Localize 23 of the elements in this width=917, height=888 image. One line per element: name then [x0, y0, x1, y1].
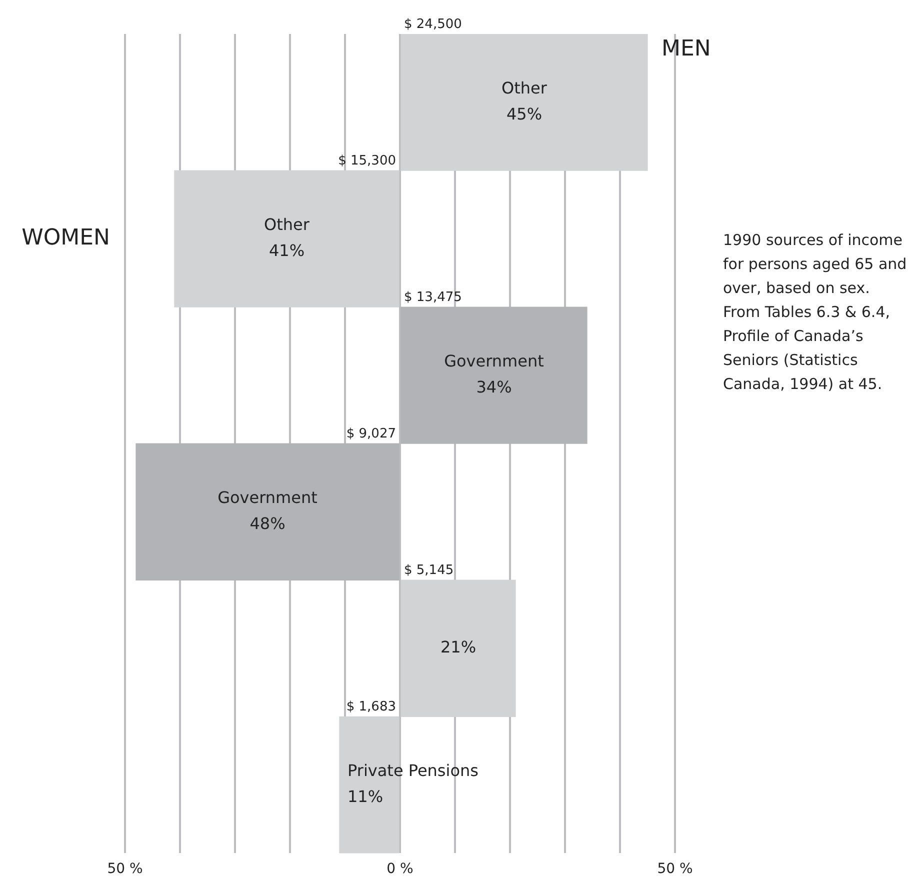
data-label: 41% [268, 240, 305, 260]
text: 1990 sources of income for persons aged 65 and over, based on sex. From Tables 6.3 & 6.4, Profile of Canada’s Seniors (Statistics Canada, 1994) at 45. [723, 230, 908, 395]
annotation: $ 9,027 [346, 426, 396, 442]
x-tick-label: 50 % [657, 861, 693, 878]
y-tick-label: Other [502, 78, 548, 98]
data-label: 45% [506, 104, 542, 124]
annotation: $ 5,145 [404, 563, 454, 578]
x-tick-label: 50 % [107, 861, 143, 878]
y-tick-label: Other [264, 214, 310, 234]
text: $ 24,500 [404, 16, 462, 32]
annotation: $ 13,475 [404, 290, 462, 305]
data-label: 21% [440, 638, 476, 657]
data-label: 48% [250, 514, 286, 534]
data-label: 11% [348, 787, 384, 806]
x-tick-label: 0 % [386, 861, 414, 878]
y-tick-label: Government [218, 488, 318, 508]
y-tick-label: Government [444, 351, 544, 370]
series-label: MEN [662, 36, 711, 62]
text: WOMEN [22, 226, 110, 251]
y-tick-label: Private Pensions [348, 761, 478, 780]
annotation: $ 15,300 [338, 153, 396, 168]
data-label: 34% [476, 377, 512, 396]
annotation: $ 1,683 [346, 700, 396, 715]
